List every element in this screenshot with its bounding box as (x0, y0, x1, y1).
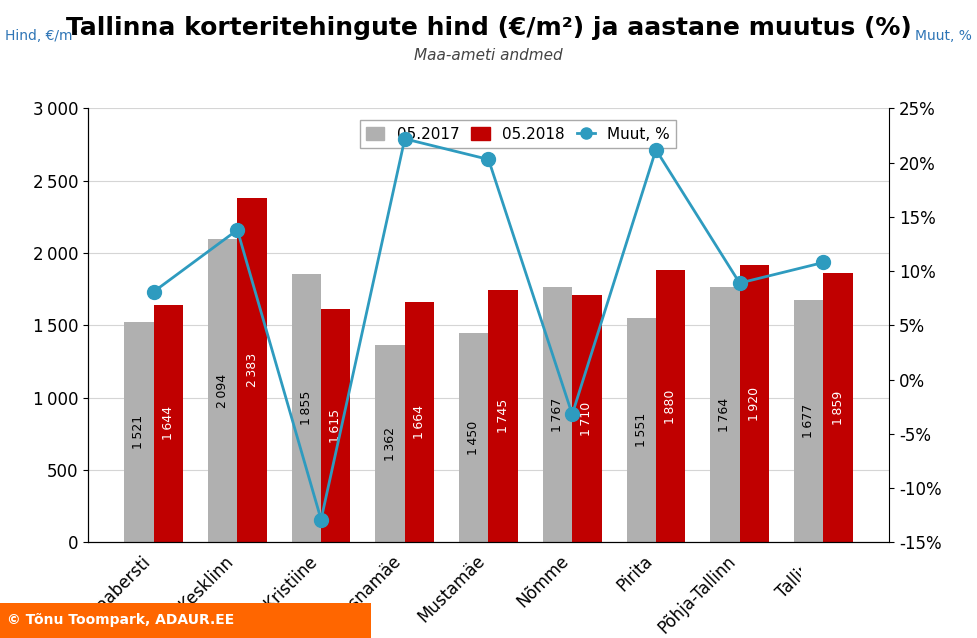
Bar (237, 198, 267, 542)
Bar (124, 322, 153, 542)
Bar (375, 345, 404, 542)
Text: 1 710: 1 710 (580, 401, 593, 436)
Text: Hind, €/m²: Hind, €/m² (5, 29, 78, 43)
Bar (543, 286, 573, 542)
Text: Maa-ameti andmed: Maa-ameti andmed (414, 48, 563, 63)
Bar (626, 318, 656, 542)
Text: 2 094: 2 094 (216, 374, 230, 408)
Text: 1 664: 1 664 (413, 405, 426, 439)
Text: 1 644: 1 644 (162, 406, 175, 440)
Text: 1 859: 1 859 (831, 390, 844, 425)
Text: 1 745: 1 745 (496, 399, 510, 433)
Bar (656, 271, 685, 542)
Bar (321, 309, 351, 542)
Text: 1 521: 1 521 (133, 415, 146, 449)
Bar (208, 239, 237, 542)
Bar (740, 265, 769, 542)
Text: 1 615: 1 615 (329, 408, 342, 443)
Text: 1 855: 1 855 (300, 391, 313, 426)
Text: 1 551: 1 551 (635, 413, 648, 447)
Text: 1 920: 1 920 (747, 387, 761, 420)
Bar (459, 332, 488, 542)
Text: 2 383: 2 383 (245, 353, 259, 387)
Text: Tallinna korteritehingute hind (€/m²) ja aastane muutus (%): Tallinna korteritehingute hind (€/m²) ja… (65, 16, 912, 40)
Bar (292, 274, 321, 542)
Legend: 05.2017, 05.2018, Muut, %: 05.2017, 05.2018, Muut, % (360, 121, 676, 147)
Bar (824, 274, 853, 542)
Bar (710, 287, 740, 542)
Text: 1 767: 1 767 (551, 397, 564, 432)
Text: © Tõnu Toompark, ADAUR.EE: © Tõnu Toompark, ADAUR.EE (8, 614, 234, 627)
Bar (488, 290, 518, 542)
Text: Muut, %: Muut, % (915, 29, 972, 43)
Bar (573, 295, 602, 542)
Text: 1 880: 1 880 (664, 389, 677, 424)
Bar (153, 304, 183, 542)
Text: 1 764: 1 764 (718, 397, 732, 432)
Text: 1 450: 1 450 (467, 420, 481, 455)
Text: 1 677: 1 677 (802, 404, 815, 438)
Bar (794, 300, 824, 542)
Text: 1 362: 1 362 (384, 427, 397, 461)
Bar (404, 302, 434, 542)
